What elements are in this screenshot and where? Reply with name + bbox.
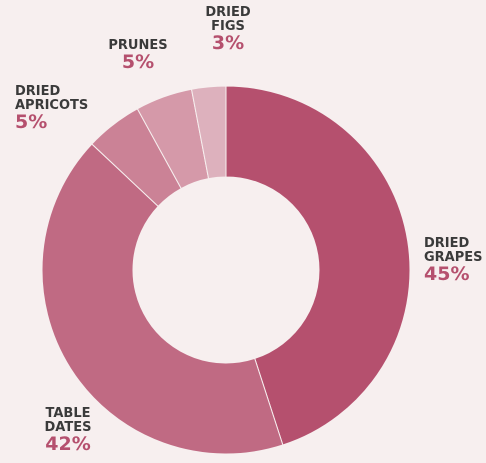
label-line: APRICOTS [15, 98, 88, 113]
slice-value-label: 5% [122, 51, 154, 73]
slice-value-label: 42% [45, 433, 90, 455]
slice-label: PRUNES [108, 38, 167, 53]
label-line: TABLE [46, 406, 91, 421]
slice-value-label: 45% [424, 263, 469, 285]
slice-label: DRIED FIGS [205, 5, 251, 34]
donut-slice [41, 143, 284, 455]
donut-slice [225, 85, 411, 446]
label-line: GRAPES [424, 250, 483, 265]
slice-label: TABLE DATES [45, 406, 92, 435]
donut-slice [190, 85, 227, 180]
label-line: DRIED [15, 84, 61, 99]
label-line: DATES [45, 420, 92, 435]
slice-value-label: 3% [212, 32, 244, 54]
label-line: PRUNES [108, 38, 167, 53]
slice-value-label: 5% [15, 111, 47, 133]
label-line: FIGS [211, 19, 245, 34]
slice-label: DRIED APRICOTS [15, 84, 88, 113]
label-line: DRIED [424, 236, 470, 251]
label-line: DRIED [205, 5, 251, 20]
slice-label: DRIED GRAPES [424, 236, 483, 265]
